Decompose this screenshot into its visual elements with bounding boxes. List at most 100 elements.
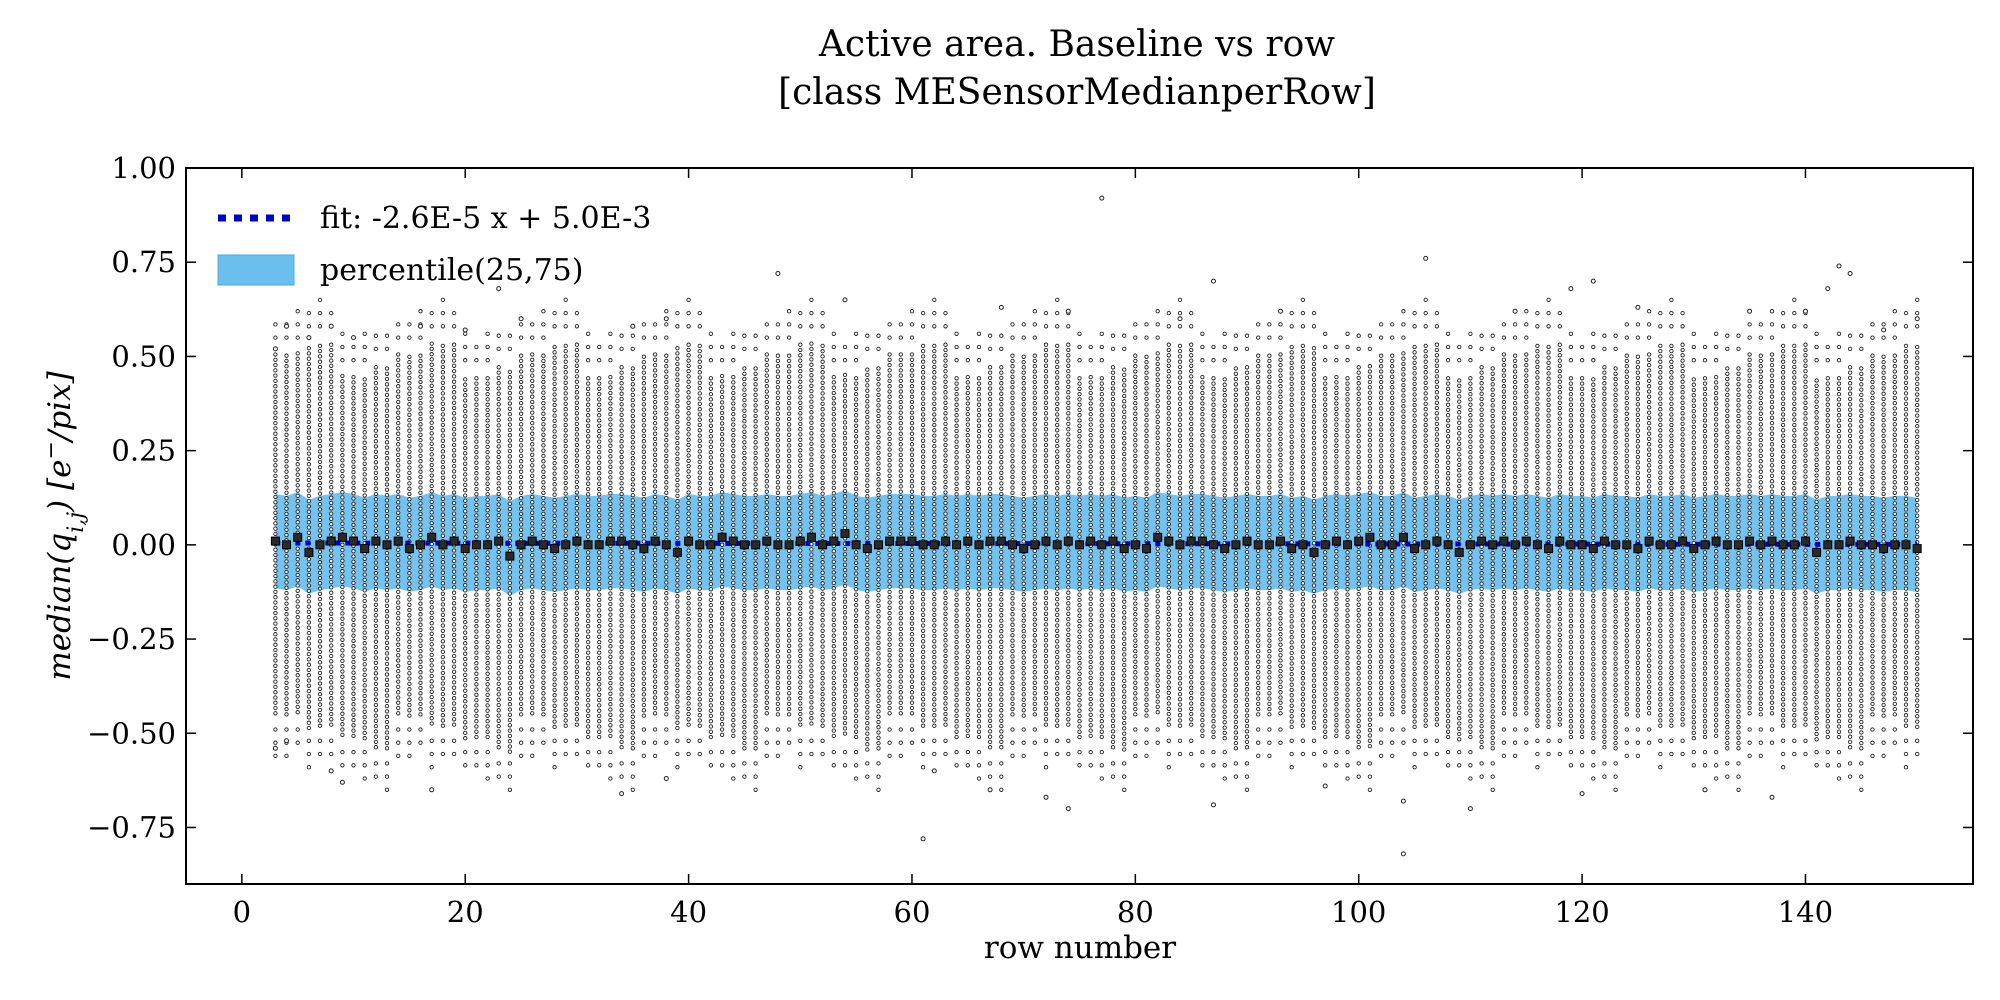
row-sample-point (920, 607, 926, 612)
row-sample-point (429, 489, 434, 494)
row-sample-point (518, 659, 524, 664)
row-sample-point (786, 495, 792, 501)
row-sample-point (652, 668, 658, 674)
row-sample-point (731, 427, 736, 433)
row-sample-point (329, 469, 334, 474)
row-sample-point (396, 373, 401, 378)
row-sample-point (954, 523, 959, 529)
row-sample-point (451, 574, 457, 580)
row-sample-point (932, 354, 937, 359)
row-sample-point (753, 630, 758, 635)
row-sample-point (552, 492, 557, 497)
row-sample-point (909, 442, 915, 447)
row-sample-point (708, 687, 714, 692)
row-sample-point (630, 471, 635, 477)
row-sample-point (530, 637, 535, 642)
row-sample-point (585, 729, 591, 734)
row-sample-point (987, 449, 993, 454)
row-sample-point (865, 657, 870, 662)
row-sample-point (809, 658, 814, 663)
row-sample-point (306, 572, 312, 578)
row-sample-point (686, 690, 691, 696)
row-sample-point (273, 384, 278, 389)
row-sample-point (451, 347, 457, 353)
row-sample-point (373, 497, 379, 502)
row-sample-point (831, 454, 836, 459)
row-sample-point (965, 480, 970, 485)
row-sample-point (987, 687, 993, 692)
row-sample-point (507, 680, 513, 686)
row-sample-point (887, 695, 892, 700)
row-sample-point (731, 443, 736, 448)
row-sample-point (329, 595, 334, 601)
row-sample-point (675, 504, 680, 509)
row-sample-point (373, 774, 379, 779)
row-sample-point (887, 489, 892, 494)
row-sample-point (876, 746, 881, 751)
row-sample-point (284, 706, 289, 712)
row-sample-point (552, 708, 557, 714)
row-sample-point (731, 707, 736, 712)
row-sample-point (451, 427, 457, 432)
row-sample-point (295, 467, 300, 472)
row-sample-point (507, 717, 513, 723)
row-sample-point (753, 392, 758, 398)
row-column-25 (518, 322, 524, 759)
row-sample-point (876, 392, 881, 398)
row-column-64 (954, 331, 959, 768)
row-sample-point (920, 570, 926, 575)
row-sample-point (708, 331, 714, 336)
row-sample-point (831, 380, 836, 385)
row-sample-point (798, 622, 803, 627)
row-sample-point (329, 548, 334, 553)
row-sample-point (317, 310, 323, 316)
row-sample-point (820, 686, 825, 691)
row-sample-point (697, 623, 702, 628)
row-sample-point (987, 560, 993, 565)
row-sample-point (686, 384, 691, 390)
row-sample-point (675, 636, 680, 641)
row-sample-point (853, 460, 859, 465)
row-sample-point (407, 354, 412, 359)
row-sample-point (496, 671, 501, 676)
row-sample-point (306, 514, 312, 520)
row-sample-point (507, 374, 513, 380)
row-sample-point (597, 386, 602, 391)
row-sample-point (719, 489, 725, 495)
row-sample-point (530, 447, 535, 452)
row-column-3 (273, 322, 278, 759)
row-column-56 (865, 333, 870, 779)
row-sample-point (809, 557, 814, 563)
row-sample-point (820, 385, 825, 391)
row-sample-point (429, 636, 434, 642)
row-sample-point (641, 470, 647, 476)
row-sample-point (664, 364, 669, 369)
row-sample-point (485, 460, 490, 465)
row-sample-point (373, 607, 379, 613)
row-sample-point (708, 529, 714, 534)
row-sample-point (731, 622, 736, 628)
row-sample-point (407, 507, 412, 512)
row-sample-point (351, 554, 356, 559)
row-sample-point (652, 405, 658, 410)
row-sample-point (306, 388, 312, 393)
row-sample-point (809, 700, 814, 705)
row-sample-point (474, 645, 479, 650)
row-sample-point (563, 428, 568, 433)
row-sample-point (418, 569, 423, 575)
row-sample-point (507, 485, 513, 491)
row-sample-point (731, 390, 736, 396)
row-sample-point (273, 452, 278, 457)
row-sample-point (764, 378, 769, 384)
row-sample-point (597, 439, 602, 444)
row-sample-point (619, 402, 624, 407)
row-sample-point (686, 532, 691, 537)
row-sample-point (373, 628, 379, 634)
row-sample-point (340, 579, 345, 584)
row-sample-point (608, 622, 613, 628)
row-sample-point (865, 720, 870, 726)
row-sample-point (485, 729, 490, 734)
row-sample-point (831, 401, 836, 406)
row-sample-point (563, 723, 568, 728)
row-sample-point (932, 612, 937, 618)
